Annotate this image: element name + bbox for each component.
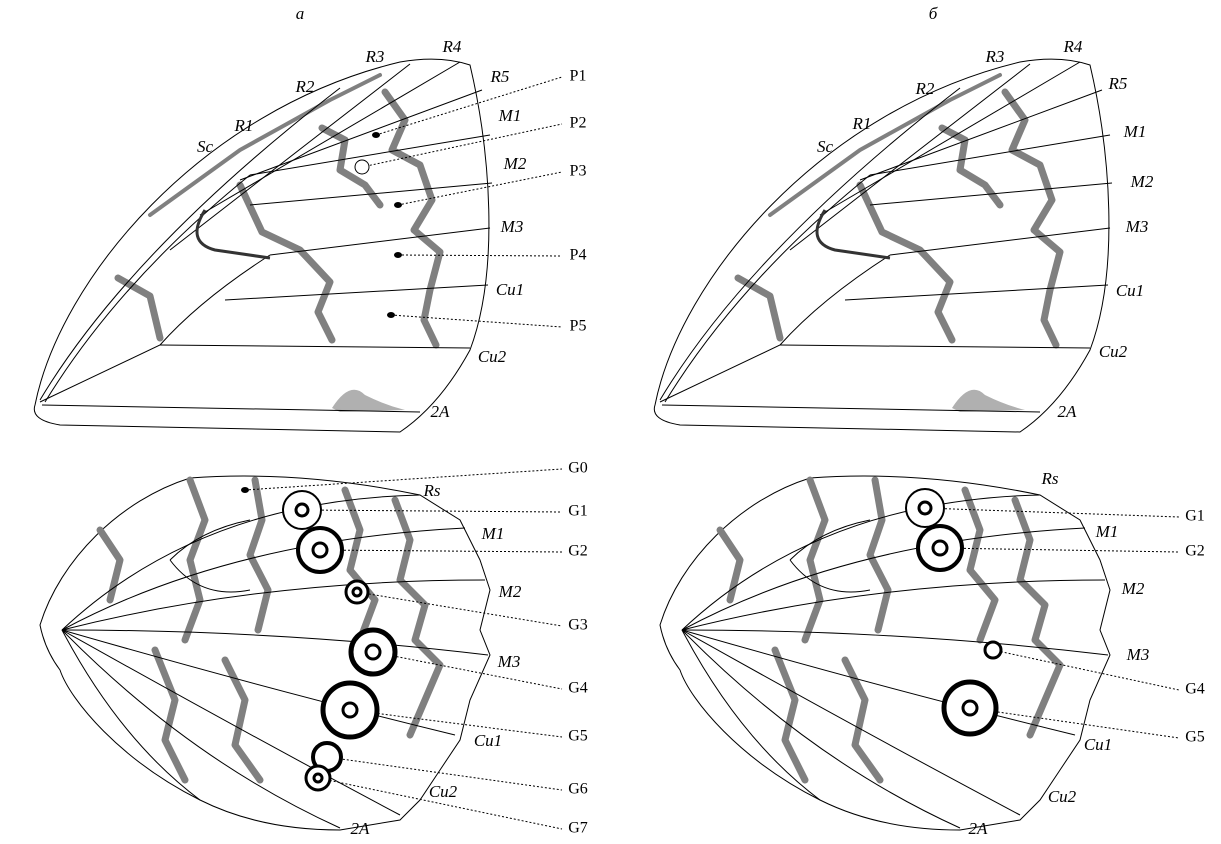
spot-pupil bbox=[933, 541, 947, 555]
spot-pupil bbox=[296, 504, 308, 516]
panel-title: а bbox=[296, 4, 305, 23]
spot-dot bbox=[241, 487, 249, 493]
vein-label: M1 bbox=[481, 524, 505, 543]
vein-label: M1 bbox=[1123, 122, 1147, 141]
figure: а Sc R1 R2 R3 R4 R5 M1 M2 M3 Cu1 Cu2 2A Rs M1 M2 M3 Cu1 Cu… bbox=[0, 0, 1221, 844]
spot-label: P3 bbox=[570, 163, 587, 180]
vein-label: 2A bbox=[351, 819, 371, 838]
spot-pupil bbox=[366, 645, 380, 659]
vein-label: Rs bbox=[423, 481, 441, 500]
spot-ring bbox=[985, 642, 1001, 658]
vein-label: M2 bbox=[498, 582, 522, 601]
spot-label: P5 bbox=[570, 318, 587, 335]
forewing bbox=[654, 59, 1112, 432]
spot-label: G4 bbox=[568, 680, 588, 697]
panel-title: б bbox=[929, 4, 938, 23]
vein-label: R1 bbox=[852, 114, 872, 133]
vein-label: M3 bbox=[1126, 645, 1150, 664]
vein-label: M2 bbox=[503, 154, 527, 173]
spot-label: G2 bbox=[1185, 543, 1205, 560]
forewing bbox=[34, 59, 492, 432]
vein-label: R4 bbox=[1063, 37, 1083, 56]
vein-label: M2 bbox=[1121, 579, 1145, 598]
spot-label: G1 bbox=[1185, 508, 1205, 525]
vein-label: Sc bbox=[817, 137, 834, 156]
vein-label: R3 bbox=[985, 47, 1005, 66]
vein-label: M3 bbox=[500, 217, 524, 236]
vein-label: M3 bbox=[1125, 217, 1149, 236]
vein-label: R2 bbox=[295, 77, 315, 96]
vein-label: R1 bbox=[234, 116, 254, 135]
spot-label: P1 bbox=[570, 68, 587, 85]
vein-label: R4 bbox=[442, 37, 462, 56]
vein-label: M3 bbox=[497, 652, 521, 671]
spot-label: G2 bbox=[568, 543, 588, 560]
spot-pupil bbox=[353, 588, 361, 596]
vein-label: Cu1 bbox=[474, 731, 502, 750]
vein-label: 2A bbox=[1058, 402, 1078, 421]
vein-label: Cu2 bbox=[1099, 342, 1128, 361]
vein-label: Cu1 bbox=[496, 280, 524, 299]
spot-pupil bbox=[313, 543, 327, 557]
spot-label: G0 bbox=[568, 460, 588, 477]
spot-label: P2 bbox=[570, 115, 587, 132]
spot-label: G7 bbox=[568, 820, 588, 837]
spot-pupil bbox=[343, 703, 357, 717]
vein-label: R5 bbox=[490, 67, 510, 86]
vein-label: Rs bbox=[1041, 469, 1059, 488]
vein-label: Cu2 bbox=[1048, 787, 1077, 806]
vein-label: R5 bbox=[1108, 74, 1128, 93]
vein-label: M1 bbox=[498, 106, 522, 125]
spot-dot bbox=[387, 312, 395, 318]
vein-label: Cu2 bbox=[478, 347, 507, 366]
spot-dot bbox=[394, 252, 402, 258]
spot-label: G3 bbox=[568, 617, 588, 634]
spot-dot bbox=[394, 202, 402, 208]
vein-label: Cu1 bbox=[1084, 735, 1112, 754]
spot-label: P4 bbox=[570, 247, 587, 264]
spot-pupil bbox=[919, 502, 931, 514]
spot-label: G1 bbox=[568, 503, 588, 520]
vein-label: Cu1 bbox=[1116, 281, 1144, 300]
spot-label: G5 bbox=[568, 728, 588, 745]
spot-label: G4 bbox=[1185, 681, 1205, 698]
spot-pupil bbox=[963, 701, 977, 715]
spot-ring bbox=[355, 160, 369, 174]
hindwing bbox=[660, 476, 1110, 830]
spot-label: G5 bbox=[1185, 729, 1205, 746]
vein-label: M2 bbox=[1130, 172, 1154, 191]
vein-label: 2A bbox=[431, 402, 451, 421]
vein-label: Sc bbox=[197, 137, 214, 156]
spot-dot bbox=[372, 132, 380, 138]
vein-label: M1 bbox=[1095, 522, 1119, 541]
hindwing bbox=[40, 476, 490, 830]
vein-label: 2A bbox=[969, 819, 989, 838]
vein-label: R3 bbox=[365, 47, 385, 66]
spot-pupil bbox=[314, 774, 322, 782]
vein-label: Cu2 bbox=[429, 782, 458, 801]
vein-label: R2 bbox=[915, 79, 935, 98]
spot-label: G6 bbox=[568, 781, 588, 798]
